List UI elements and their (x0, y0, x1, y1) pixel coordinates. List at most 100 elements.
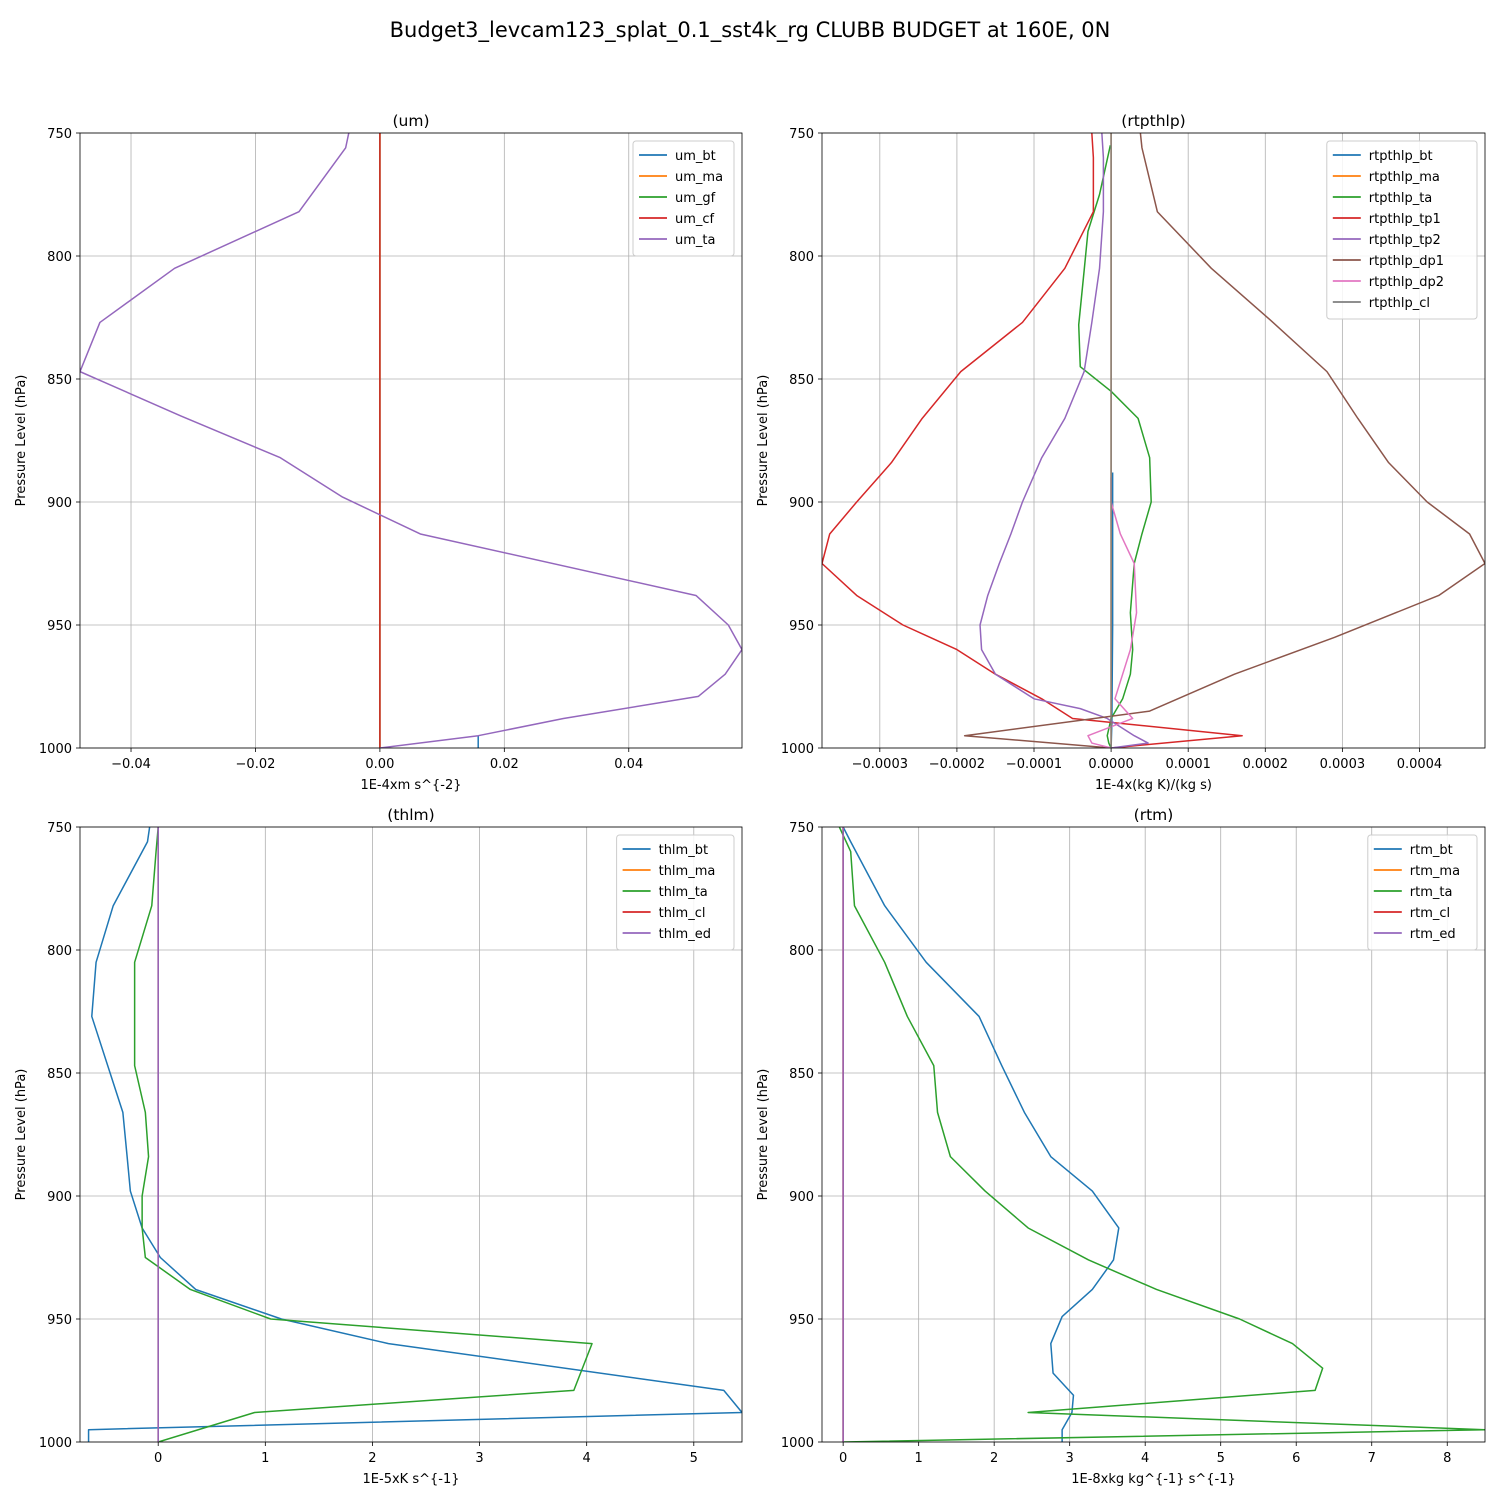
y-tick-label: 1000 (39, 742, 72, 757)
x-tick-label: 0.02 (490, 757, 519, 772)
x-tick-label: −0.0002 (929, 757, 985, 772)
y-tick-label: 800 (47, 944, 72, 959)
legend-frame (1326, 140, 1478, 320)
series-line-rtpthlp_tp1 (822, 133, 1243, 748)
figure-suptitle: Budget3_levcam123_splat_0.1_sst4k_rg CLU… (390, 18, 1111, 43)
legend-entry: rtpthlp_ta (1369, 191, 1432, 206)
legend-entry: thlm_bt (659, 843, 708, 858)
legend-entry: um_gf (675, 191, 716, 206)
legend-entry: rtpthlp_dp2 (1369, 275, 1444, 290)
series-group (80, 133, 742, 748)
y-tick-label: 750 (789, 127, 814, 142)
x-tick-label: 1 (915, 1451, 923, 1466)
axes-frame (79, 826, 743, 1443)
x-tick-label: 5 (690, 1451, 698, 1466)
legend-entry: um_bt (675, 149, 716, 164)
x-tick-label: 0.00 (365, 757, 394, 772)
legend-entry: um_ta (675, 233, 715, 248)
series-group (87, 827, 742, 1442)
x-tick-label: 4 (583, 1451, 591, 1466)
x-tick-label: 3 (1066, 1451, 1074, 1466)
x-tick-label: −0.02 (236, 757, 276, 772)
x-tick-label: 0 (154, 1451, 162, 1466)
x-axis-label: 1E-8xkg kg^{-1} s^{-1} (1071, 1472, 1236, 1487)
x-axis-label: 1E-5xK s^{-1} (363, 1472, 460, 1487)
x-tick-label: −0.0003 (852, 757, 908, 772)
y-axis-label: Pressure Level (hPa) (756, 375, 771, 507)
legend-entry: rtpthlp_ma (1369, 170, 1440, 185)
legend-entry: rtpthlp_dp1 (1369, 254, 1444, 269)
x-tick-label: 3 (475, 1451, 483, 1466)
legend: thlm_bt thlm_ma thlm_ta thlm_cl thlm_ed (616, 834, 735, 951)
legend-entry: um_cf (675, 212, 715, 227)
y-tick-label: 950 (47, 1313, 72, 1328)
y-tick-label: 900 (789, 1190, 814, 1205)
y-tick-label: 750 (789, 821, 814, 836)
y-tick-label: 800 (789, 944, 814, 959)
y-tick-label: 1000 (39, 1436, 72, 1451)
legend-entry: rtpthlp_tp1 (1369, 212, 1441, 227)
axes-frame (821, 132, 1486, 749)
legend-entry: rtm_ta (1410, 885, 1453, 900)
x-tick-label: 0.04 (614, 757, 643, 772)
y-tick-label: 850 (789, 373, 814, 388)
x-tick-label: 5 (1217, 1451, 1225, 1466)
y-tick-label: 900 (47, 496, 72, 511)
y-tick-label: 950 (789, 1313, 814, 1328)
y-axis-label: Pressure Level (hPa) (14, 375, 29, 507)
y-tick-label: 900 (789, 496, 814, 511)
x-tick-label: −0.0001 (1006, 757, 1062, 772)
legend-entry: thlm_cl (659, 906, 706, 921)
x-tick-label: 2 (368, 1451, 376, 1466)
y-tick-label: 850 (789, 1067, 814, 1082)
legend: rtpthlp_bt rtpthlp_ma rtpthlp_ta rtpthlp_tp… (1326, 140, 1478, 320)
x-tick-label: 0.0000 (1088, 757, 1134, 772)
y-axis-label: Pressure Level (hPa) (756, 1069, 771, 1201)
x-axis-label: 1E-4x(kg K)/(kg s) (1095, 778, 1212, 793)
legend-entry: rtm_ma (1410, 864, 1460, 879)
y-axis-label: Pressure Level (hPa) (14, 1069, 29, 1201)
y-tick-label: 800 (789, 250, 814, 265)
x-tick-label: 0.0002 (1243, 757, 1289, 772)
x-tick-label: 2 (990, 1451, 998, 1466)
legend-entry: thlm_ma (659, 864, 716, 879)
series-line-rtpthlp_dp2 (1087, 477, 1138, 748)
x-tick-label: −0.04 (111, 757, 151, 772)
series-line-thlm_ta (133, 827, 593, 1442)
y-tick-label: 750 (47, 821, 72, 836)
y-tick-label: 1000 (781, 1436, 814, 1451)
subplot-rtpthlp: −0.0003 −0.0002 −0.0001 0.0000 0.0001 0.0002 0… (756, 112, 1486, 793)
y-tick-label: 750 (47, 127, 72, 142)
x-tick-label: 7 (1368, 1451, 1376, 1466)
legend-frame (632, 140, 735, 257)
legend-entry: um_ma (675, 170, 723, 185)
y-tick-label: 1000 (781, 742, 814, 757)
subplot-grid: −0.04 −0.02 0.00 0.02 0.04750800850900950100… (14, 112, 1486, 1487)
x-tick-label: 6 (1292, 1451, 1300, 1466)
legend-entry: thlm_ta (659, 885, 708, 900)
legend: um_bt um_ma um_gf um_cf um_ta (632, 140, 735, 257)
series-line-rtm_bt (842, 827, 1120, 1442)
series-line-rtm_ta (838, 827, 1485, 1442)
legend-frame (616, 834, 735, 951)
legend-entry: rtm_cl (1410, 906, 1450, 921)
legend-entry: rtpthlp_tp2 (1369, 233, 1441, 248)
y-tick-label: 850 (47, 373, 72, 388)
series-line-rtpthlp_dp1 (963, 133, 1485, 748)
subplot-um: −0.04 −0.02 0.00 0.02 0.04 750 800 850 900 950 100… (14, 112, 743, 793)
legend-entry: rtpthlp_bt (1369, 149, 1433, 164)
subplot-rtm: 0 1 2 3 4 5 6 7 8 750 800 850 900 950 1000 (rtm) 1E-8xkg… (756, 806, 1486, 1487)
series-line-rtpthlp_tp2 (979, 133, 1149, 748)
y-tick-label: 800 (47, 250, 72, 265)
subplot-title: (thlm) (387, 806, 434, 824)
x-tick-label: 1 (261, 1451, 269, 1466)
x-tick-label: 0 (839, 1451, 847, 1466)
series-group (838, 827, 1485, 1442)
x-tick-label: 4 (1141, 1451, 1149, 1466)
y-tick-label: 950 (789, 619, 814, 634)
x-tick-label: 8 (1443, 1451, 1451, 1466)
subplot-title: (rtpthlp) (1121, 112, 1185, 130)
x-axis-label: 1E-4xm s^{-2} (360, 778, 461, 793)
x-tick-label: 0.0003 (1320, 757, 1366, 772)
